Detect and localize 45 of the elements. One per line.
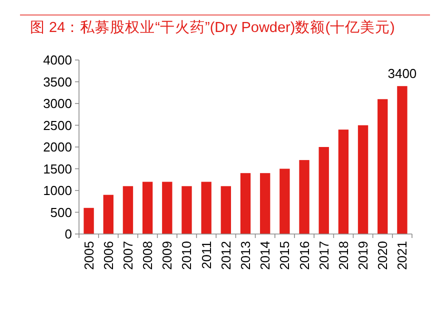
x-tick-label: 2008	[140, 241, 156, 270]
x-tick-label: 2021	[394, 241, 410, 270]
x-tick-label: 2013	[238, 241, 253, 270]
chart-title: 图 24：私募股权业“干火药”(Dry Powder)数额(十亿美元)	[30, 19, 395, 36]
y-tick-label: 4000	[43, 52, 72, 68]
x-tick-label: 2014	[258, 241, 273, 270]
x-tick-label: 2009	[160, 241, 175, 270]
y-tick-label: 0	[64, 226, 72, 242]
bar	[103, 194, 114, 234]
x-tick-label: 2007	[120, 241, 136, 270]
x-tick-label: 2015	[277, 241, 292, 270]
bar	[201, 182, 212, 234]
bar	[378, 99, 388, 234]
annotation: 3400	[388, 66, 417, 82]
bar	[220, 186, 232, 234]
bar	[280, 168, 290, 234]
y-tick-label: 2000	[43, 140, 72, 154]
x-tick-label: 2016	[296, 241, 312, 270]
x-tick-label: 2011	[198, 241, 214, 269]
y-tick-label: 3000	[43, 96, 72, 111]
bar	[397, 86, 408, 234]
x-tick-label: 2018	[336, 241, 351, 270]
bar	[318, 147, 329, 234]
x-tick-label: 2012	[218, 241, 234, 270]
bar	[142, 182, 153, 234]
y-tick-label: 1000	[43, 183, 72, 198]
x-tick-label: 2006	[100, 241, 116, 270]
bar	[182, 186, 192, 234]
bar	[299, 160, 310, 234]
y-tick-label: 500	[50, 204, 72, 220]
bar	[338, 130, 349, 234]
bar	[84, 208, 94, 234]
x-tick-label: 2019	[356, 241, 371, 270]
x-tick-label: 2020	[375, 241, 390, 270]
x-tick-label: 2005	[81, 241, 96, 270]
bar	[122, 186, 134, 234]
y-tick-label: 2500	[43, 118, 72, 133]
bar	[260, 173, 270, 234]
x-tick-label: 2010	[179, 241, 194, 270]
y-tick-label: 3500	[43, 74, 72, 90]
bar	[162, 182, 172, 234]
y-tick-label: 1500	[43, 161, 72, 176]
bar	[240, 173, 251, 234]
bar	[358, 125, 368, 234]
x-tick-label: 2017	[316, 241, 332, 270]
